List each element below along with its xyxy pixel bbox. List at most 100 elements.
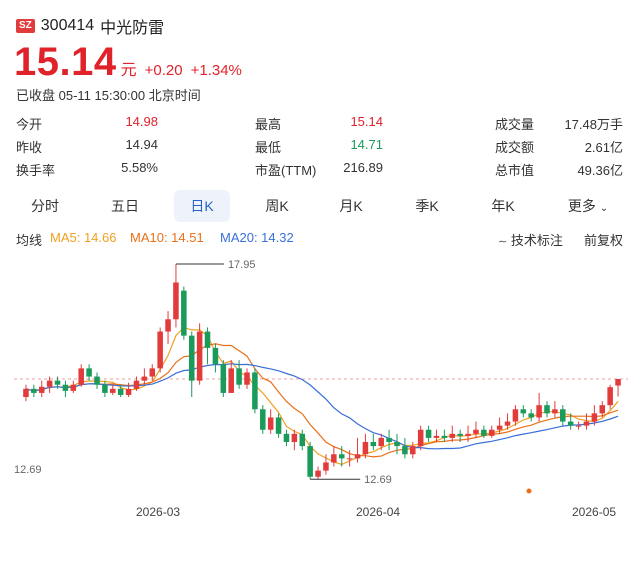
candle bbox=[417, 425, 424, 451]
technical-annotation-label: 技术标注 bbox=[510, 233, 563, 248]
ma5-value: MA5: 14.66 bbox=[50, 230, 117, 245]
candle-body bbox=[228, 368, 234, 393]
candle bbox=[410, 442, 416, 459]
stat-turnover: 换手率 5.58% bbox=[16, 160, 158, 179]
candle-body bbox=[260, 409, 266, 430]
event-dot bbox=[526, 488, 532, 494]
candle-body bbox=[481, 429, 487, 436]
candle bbox=[433, 429, 440, 442]
candle bbox=[536, 392, 542, 422]
candle bbox=[402, 437, 408, 459]
candle bbox=[575, 421, 582, 430]
candle bbox=[46, 376, 53, 393]
stat-label: 昨收 bbox=[16, 140, 43, 155]
forward-adjust-button[interactable]: 前复权 bbox=[584, 233, 624, 248]
candle-body bbox=[394, 442, 400, 447]
market-badge: SZ bbox=[16, 19, 35, 33]
candle bbox=[94, 372, 100, 389]
stat-prev-close: 昨收 14.94 bbox=[16, 137, 158, 156]
candle bbox=[133, 376, 140, 391]
candle-body bbox=[165, 319, 171, 332]
tab-quarterly-k[interactable]: 季K bbox=[415, 198, 439, 214]
candle bbox=[86, 364, 92, 381]
candle bbox=[591, 405, 598, 426]
candle-body bbox=[62, 384, 69, 391]
candle-body bbox=[204, 331, 211, 348]
candle-body bbox=[70, 384, 77, 391]
current-price: 15.14 bbox=[14, 40, 117, 84]
candle-body bbox=[331, 454, 337, 463]
candle bbox=[583, 413, 590, 430]
stat-open: 今开 14.98 bbox=[16, 114, 158, 133]
tab-weekly-k[interactable]: 周K bbox=[265, 198, 289, 214]
candle-body bbox=[125, 388, 132, 395]
tab-intraday[interactable]: 分时 bbox=[31, 198, 59, 214]
candle-body bbox=[181, 290, 187, 336]
ma5-line bbox=[25, 326, 619, 466]
candle bbox=[520, 405, 527, 418]
stat-value: 14.98 bbox=[125, 114, 158, 129]
stock-code: 300414 bbox=[40, 17, 95, 34]
candle bbox=[457, 429, 463, 442]
stat-market-cap: 总市值 49.36亿 bbox=[495, 160, 623, 179]
candle bbox=[31, 384, 37, 397]
candle bbox=[473, 421, 479, 438]
candle-body bbox=[473, 429, 479, 434]
tab-more[interactable]: 更多 ⌄ bbox=[554, 190, 622, 222]
candle-body bbox=[157, 331, 163, 369]
candle bbox=[528, 409, 534, 422]
stat-value: 14.71 bbox=[350, 137, 383, 152]
x-axis-label: 2026-04 bbox=[356, 505, 401, 519]
candle-body bbox=[354, 454, 361, 459]
candle-body bbox=[291, 433, 298, 442]
stat-high: 最高 15.14 bbox=[255, 114, 383, 133]
candle-body bbox=[188, 335, 195, 381]
low-marker-label: 12.69 bbox=[364, 474, 392, 486]
candle-body bbox=[441, 435, 448, 438]
candle-body bbox=[410, 446, 416, 455]
tab-monthly-k[interactable]: 月K bbox=[339, 198, 363, 214]
stat-label: 市盈(TTM) bbox=[255, 163, 317, 178]
tab-daily-k[interactable]: 日K bbox=[174, 190, 230, 222]
candle bbox=[110, 384, 116, 395]
candle-body bbox=[252, 372, 258, 410]
stat-value: 49.36亿 bbox=[577, 163, 623, 178]
stat-label: 今开 bbox=[16, 117, 43, 132]
candle-body bbox=[528, 413, 534, 418]
stat-value: 5.58% bbox=[121, 160, 158, 175]
candle bbox=[38, 380, 45, 397]
ma10-line bbox=[25, 343, 619, 458]
candle bbox=[244, 368, 250, 389]
candle-body bbox=[23, 388, 29, 397]
candle bbox=[560, 405, 566, 426]
candle-body bbox=[607, 387, 613, 406]
candle-body bbox=[591, 413, 598, 422]
stat-pe: 市盈(TTM) 216.89 bbox=[255, 160, 383, 179]
candle-body bbox=[133, 380, 140, 389]
candle-body bbox=[236, 368, 242, 385]
candle-body bbox=[267, 417, 274, 430]
candle bbox=[512, 405, 519, 426]
tab-yearly-k[interactable]: 年K bbox=[491, 198, 515, 214]
candle bbox=[117, 384, 124, 397]
candle-body bbox=[220, 364, 227, 393]
candle bbox=[283, 429, 290, 447]
candle bbox=[23, 384, 29, 402]
candle bbox=[78, 364, 84, 387]
kline-chart[interactable]: 12.69 17.95 12.69 bbox=[0, 250, 638, 500]
candle-body bbox=[299, 433, 306, 447]
candle bbox=[354, 437, 361, 463]
technical-annotation-button[interactable]: ∼ 技术标注 bbox=[498, 230, 563, 249]
stat-value: 216.89 bbox=[343, 160, 383, 175]
candle bbox=[607, 384, 613, 410]
candle-body bbox=[504, 421, 511, 426]
candle-body bbox=[94, 376, 100, 385]
candle bbox=[331, 446, 337, 467]
candle-body bbox=[110, 388, 116, 393]
candle bbox=[441, 429, 448, 442]
price-row: 15.14 元 +0.20 +1.34% bbox=[14, 40, 242, 85]
candle-body bbox=[488, 429, 495, 436]
period-tabs: 分时 五日 日K 周K 月K 季K 年K 更多 ⌄ bbox=[14, 190, 626, 222]
tab-five-day[interactable]: 五日 bbox=[111, 198, 139, 214]
candle-body bbox=[244, 372, 250, 385]
